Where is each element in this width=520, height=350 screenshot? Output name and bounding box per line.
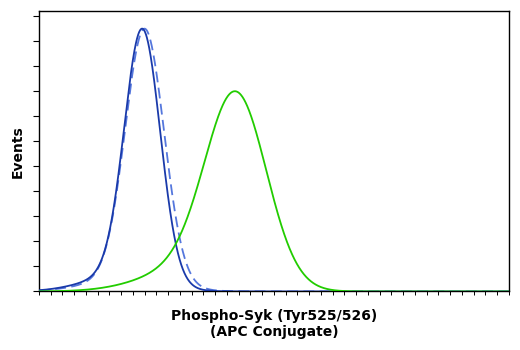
X-axis label: Phospho-Syk (Tyr525/526)
(APC Conjugate): Phospho-Syk (Tyr525/526) (APC Conjugate) — [171, 309, 377, 339]
Y-axis label: Events: Events — [11, 125, 25, 178]
